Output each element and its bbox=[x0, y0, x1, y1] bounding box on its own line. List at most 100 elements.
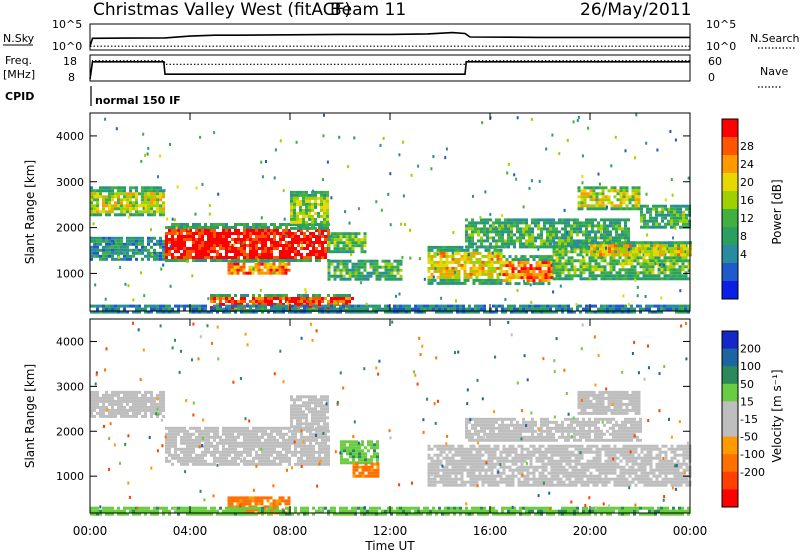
colorbar-swatch bbox=[722, 281, 738, 300]
heat-cell bbox=[315, 450, 318, 454]
heat-cell bbox=[534, 224, 537, 228]
heat-cell bbox=[417, 304, 420, 308]
heat-cell bbox=[430, 257, 434, 261]
heat-cell bbox=[305, 208, 308, 212]
heat-cell bbox=[639, 310, 642, 314]
heat-cell bbox=[239, 265, 243, 269]
heat-cell bbox=[608, 244, 611, 248]
heat-cell bbox=[216, 253, 219, 256]
heat-cell bbox=[493, 248, 497, 252]
heat-cell bbox=[153, 405, 156, 409]
heat-cell bbox=[90, 405, 93, 409]
heat-cell bbox=[150, 207, 153, 211]
heat-speckle bbox=[92, 241, 95, 245]
heat-cell bbox=[489, 236, 492, 240]
heat-cell bbox=[270, 241, 273, 244]
heat-cell bbox=[570, 227, 573, 231]
heat-cell bbox=[233, 271, 237, 275]
heat-cell bbox=[546, 242, 549, 246]
heat-cell bbox=[591, 277, 595, 281]
heat-cell bbox=[90, 402, 93, 406]
heat-cell bbox=[210, 435, 213, 439]
heat-cell bbox=[243, 250, 246, 253]
heat-cell bbox=[260, 259, 264, 263]
heat-cell bbox=[252, 247, 255, 250]
heat-cell bbox=[306, 447, 309, 451]
heat-cell bbox=[673, 219, 676, 223]
heat-cell bbox=[680, 250, 683, 254]
heat-cell bbox=[93, 189, 96, 193]
heat-cell bbox=[594, 233, 597, 237]
heat-cell bbox=[255, 244, 258, 247]
heat-cell bbox=[291, 300, 294, 303]
heat-cell bbox=[162, 242, 165, 246]
heat-cell bbox=[293, 214, 296, 218]
heat-cell bbox=[288, 429, 291, 433]
heat-cell bbox=[326, 217, 329, 221]
heat-cell bbox=[396, 304, 399, 308]
heat-cell bbox=[314, 220, 317, 224]
heat-cell bbox=[612, 227, 615, 231]
heat-cell bbox=[192, 259, 195, 262]
heat-cell bbox=[111, 307, 114, 311]
heat-cell bbox=[685, 213, 688, 217]
heat-cell bbox=[339, 232, 343, 236]
heat-cell bbox=[180, 256, 183, 259]
heat-speckle bbox=[552, 290, 555, 294]
heat-cell bbox=[594, 268, 598, 272]
heat-cell bbox=[177, 459, 180, 463]
heat-cell bbox=[580, 201, 584, 205]
heat-cell bbox=[591, 236, 594, 240]
heat-cell bbox=[299, 416, 302, 420]
heat-cell bbox=[105, 405, 108, 409]
heat-cell bbox=[302, 416, 305, 420]
heat-cell bbox=[320, 199, 323, 203]
heat-speckle bbox=[671, 193, 674, 197]
heat-cell bbox=[541, 255, 545, 259]
heat-cell bbox=[634, 207, 638, 211]
heat-cell bbox=[135, 310, 138, 314]
heat-cell bbox=[525, 310, 528, 314]
heat-cell bbox=[585, 277, 589, 281]
heat-cell bbox=[514, 255, 518, 259]
heat-cell bbox=[570, 245, 573, 249]
heat-cell bbox=[576, 230, 579, 234]
heat-cell bbox=[345, 247, 349, 251]
heat-cell bbox=[543, 304, 546, 308]
heat-cell bbox=[302, 199, 305, 203]
heat-cell bbox=[363, 310, 366, 314]
heat-cell bbox=[320, 205, 323, 209]
heat-cell bbox=[252, 456, 255, 460]
heat-cell bbox=[216, 226, 219, 229]
colorbar-tick-label: 24 bbox=[740, 158, 754, 171]
heat-cell bbox=[597, 268, 601, 272]
heat-cell bbox=[180, 232, 183, 235]
heat-cell bbox=[177, 229, 180, 232]
heat-cell bbox=[450, 310, 453, 314]
heat-cell bbox=[297, 444, 300, 448]
heat-cell bbox=[567, 304, 570, 308]
heat-cell bbox=[606, 274, 610, 278]
heat-cell bbox=[314, 199, 317, 203]
heat-cell bbox=[605, 241, 608, 245]
heat-cell bbox=[611, 244, 614, 248]
heat-cell bbox=[609, 271, 613, 275]
heat-cell bbox=[493, 281, 497, 285]
heat-cell bbox=[111, 399, 114, 403]
heat-cell bbox=[549, 221, 552, 225]
heat-cell bbox=[156, 251, 159, 255]
heat-cell bbox=[648, 247, 652, 251]
heat-cell bbox=[177, 447, 180, 451]
heat-cell bbox=[468, 245, 471, 249]
heat-cell bbox=[354, 232, 358, 236]
heat-cell bbox=[591, 259, 595, 263]
heat-cell bbox=[105, 251, 108, 255]
heat-cell bbox=[342, 265, 346, 269]
heat-cell bbox=[532, 273, 536, 277]
heat-cell bbox=[621, 227, 624, 231]
heat-speckle bbox=[624, 149, 627, 153]
heat-cell bbox=[201, 462, 204, 466]
heat-cell bbox=[612, 307, 615, 311]
heat-cell bbox=[234, 300, 237, 303]
heat-cell bbox=[99, 411, 102, 415]
